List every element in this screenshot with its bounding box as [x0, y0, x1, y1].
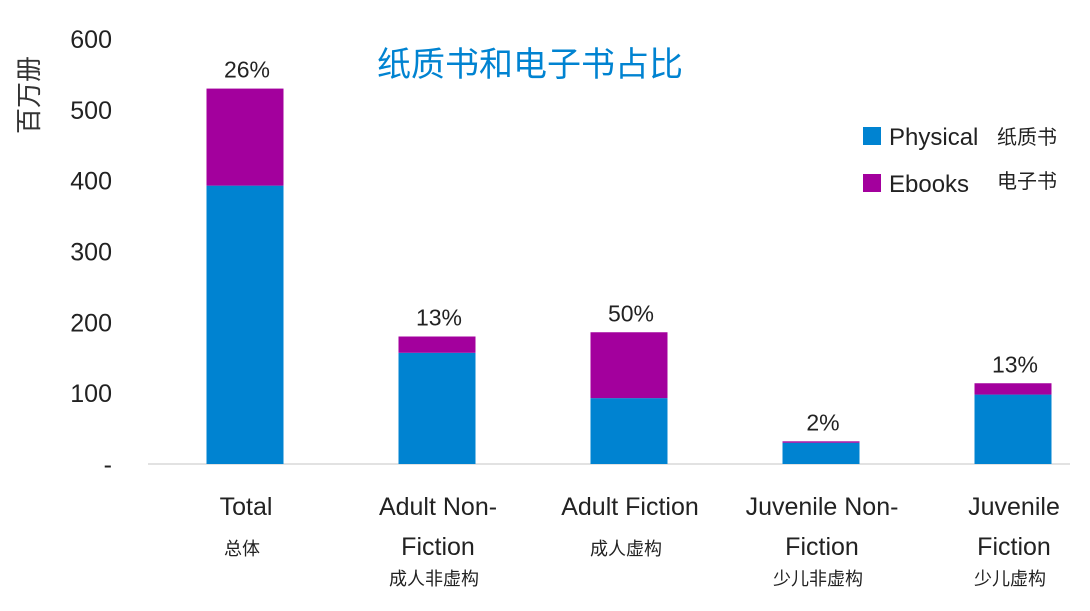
y-tick-label: 500: [70, 97, 112, 125]
bar-physical: [974, 394, 1052, 464]
legend-label-physical: Physical: [889, 124, 978, 151]
bar-physical: [398, 352, 476, 464]
y-axis-label: 百万册: [15, 56, 45, 134]
legend-swatch-physical: [863, 127, 881, 145]
category-label: Juvenile: [968, 493, 1060, 521]
y-tick-label: 200: [70, 309, 112, 337]
category-label: Fiction: [977, 533, 1051, 561]
bar-ebooks: [974, 383, 1052, 395]
category-label-zh: 总体: [224, 539, 260, 560]
bar-physical: [782, 442, 860, 464]
bar-physical: [206, 185, 284, 464]
category-label-zh: 成人非虚构: [389, 569, 479, 590]
ebook-share-label: 2%: [806, 409, 839, 435]
y-tick-label: 400: [70, 168, 112, 196]
legend-label-physical-zh: 纸质书: [997, 125, 1057, 149]
category-label: Fiction: [401, 533, 475, 561]
chart-title: 纸质书和电子书占比: [377, 45, 683, 85]
ebook-share-label: 13%: [992, 351, 1038, 377]
y-axis-ticks: - 100 200 300 400 500 600: [70, 26, 112, 479]
ebook-share-label: 26%: [224, 57, 270, 83]
y-tick-label: 600: [70, 26, 112, 54]
legend-label-ebooks-zh: 电子书: [997, 169, 1057, 193]
category-label-zh: 成人虚构: [590, 539, 662, 560]
category-label: Total: [220, 493, 273, 521]
bar-ebooks: [206, 88, 284, 186]
ebook-share-label: 50%: [608, 300, 654, 326]
legend-swatch-ebooks: [863, 174, 881, 192]
legend-label-ebooks: Ebooks: [889, 171, 969, 198]
category-label: Juvenile Non-: [746, 493, 899, 521]
ebook-share-labels: 26% 13% 50% 2% 13%: [224, 57, 1038, 436]
category-labels: Total 总体 Adult Non- Fiction 成人非虚构 Adult Ficti…: [220, 493, 1060, 590]
category-label-zh: 少儿非虚构: [773, 569, 863, 590]
y-tick-label: 100: [70, 380, 112, 408]
bar-ebooks: [398, 336, 476, 353]
y-tick-label: 300: [70, 239, 112, 267]
legend: Physical 纸质书 Ebooks 电子书: [863, 124, 1057, 198]
category-label: Adult Non-: [379, 493, 497, 521]
ebook-share-label: 13%: [416, 305, 462, 331]
bar-physical: [590, 398, 668, 464]
category-label: Adult Fiction: [561, 493, 699, 521]
category-label: Fiction: [785, 533, 859, 561]
bar-ebooks: [782, 441, 860, 443]
category-label-zh: 少儿虚构: [974, 569, 1046, 590]
bars: [206, 88, 1052, 464]
y-tick-label: -: [104, 451, 112, 479]
bar-ebooks: [590, 332, 668, 399]
